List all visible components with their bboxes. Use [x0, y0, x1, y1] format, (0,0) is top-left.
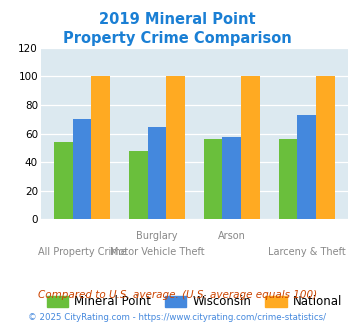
Bar — [316, 77, 335, 219]
Text: Burglary: Burglary — [136, 231, 178, 242]
Text: All Property Crime: All Property Crime — [38, 247, 126, 257]
Text: © 2025 CityRating.com - https://www.cityrating.com/crime-statistics/: © 2025 CityRating.com - https://www.city… — [28, 313, 327, 322]
Legend: Mineral Point, Wisconsin, National: Mineral Point, Wisconsin, National — [42, 290, 346, 313]
Text: Property Crime Comparison: Property Crime Comparison — [63, 31, 292, 46]
Bar — [241, 77, 260, 219]
Text: Motor Vehicle Theft: Motor Vehicle Theft — [110, 247, 204, 257]
Bar — [54, 142, 73, 219]
Bar — [204, 139, 223, 219]
Bar — [91, 77, 110, 219]
Bar — [279, 139, 297, 219]
Bar — [297, 115, 316, 219]
Text: Larceny & Theft: Larceny & Theft — [268, 247, 345, 257]
Bar — [166, 77, 185, 219]
Text: 2019 Mineral Point: 2019 Mineral Point — [99, 12, 256, 26]
Bar — [148, 126, 166, 219]
Bar — [73, 119, 91, 219]
Bar — [129, 151, 148, 219]
Text: Compared to U.S. average. (U.S. average equals 100): Compared to U.S. average. (U.S. average … — [38, 290, 317, 300]
Text: Arson: Arson — [218, 231, 246, 242]
Bar — [223, 137, 241, 219]
